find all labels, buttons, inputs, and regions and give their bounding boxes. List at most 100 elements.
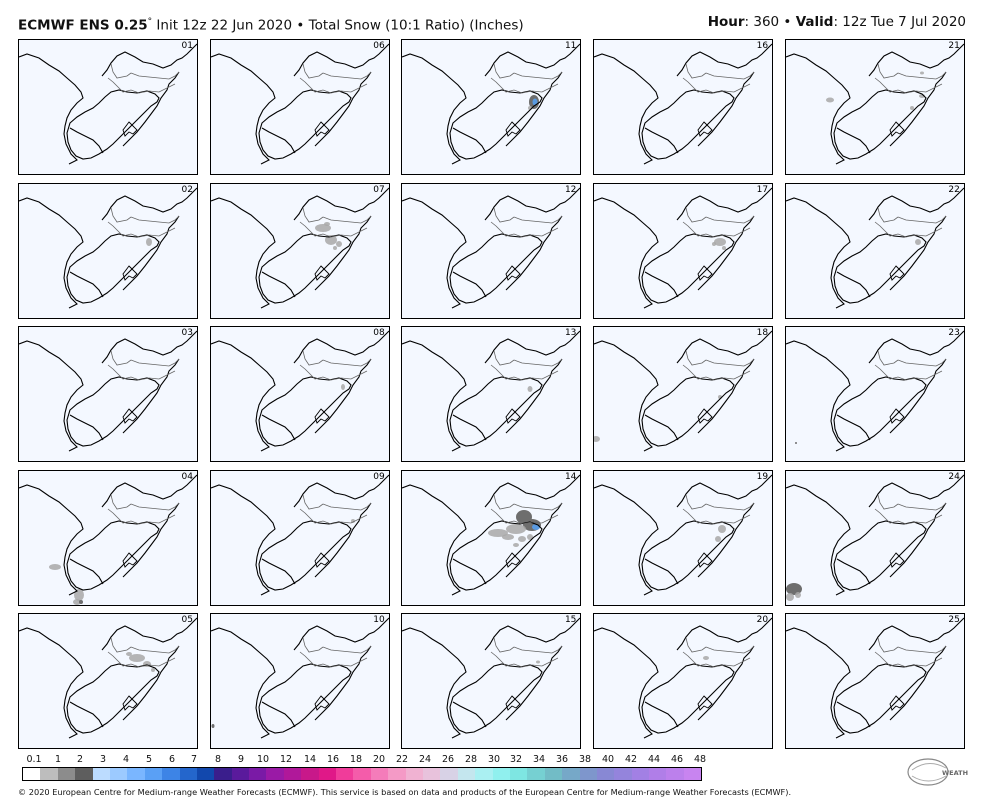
colorbar-label: 20 [372,754,386,765]
state-border [705,645,755,654]
coastline [402,483,468,595]
member-number: 06 [373,41,385,51]
member-number: 11 [564,41,577,51]
atlantic-coastline [506,645,563,721]
coastline [210,483,276,595]
snow-area [594,436,601,442]
uruguay-border [69,271,104,297]
snow-area [715,535,722,542]
state-border [514,502,563,510]
colorbar-swatch [614,768,632,780]
state-border [107,221,176,237]
state-border [110,207,132,222]
ensemble-member-panel: 23 [784,326,965,462]
coastline [210,340,276,452]
ensemble-member-panel: 08 [209,326,390,462]
snow-area [794,591,801,598]
colorbar-label: 46 [670,754,684,765]
uruguay-border [261,558,296,584]
panel-map [594,187,773,308]
ensemble-member-panel: 05 [18,613,198,749]
state-border [130,645,180,654]
colorbar-swatch [527,768,545,780]
colorbar-swatch [666,768,684,780]
border-line [868,617,964,651]
ensemble-member-panel: 21 [784,39,965,175]
uruguay-border [69,701,104,728]
rio-grande-do-sul-outline [449,232,544,304]
atlantic-coastline [314,645,372,721]
uruguay-border [453,701,487,728]
member-number: 16 [756,41,769,51]
colorbar-swatch [266,768,284,780]
coastline [594,483,659,595]
state-border [322,358,371,367]
colorbar-label: 5 [145,754,153,765]
border-line [868,474,964,507]
state-border [877,63,899,79]
colorbar-label: 1 [54,754,62,765]
colorbar-swatch [422,768,441,780]
snow-area [513,542,520,547]
state-border [705,71,755,80]
state-border [897,645,947,654]
colorbar-swatch [683,768,702,780]
atlantic-coastline [697,645,755,721]
member-number: 02 [181,184,193,195]
uruguay-border [644,271,679,297]
coastline [785,483,851,595]
state-border [682,364,751,381]
weatherbell-logo: WEATHERBELL [906,756,984,788]
coastline [594,196,659,308]
snow-area [518,535,527,542]
coastline [19,483,84,595]
colorbar-swatch [562,768,580,780]
colorbar-labels: 0.1 1 2 3 4 5 6 7 8 9 10 12 14 16 18 20 22 24 26 28 30 32 34 36… [22,754,706,766]
state-border [494,494,515,509]
border-line [293,474,389,507]
colorbar-label: 42 [624,754,638,765]
state-border [107,364,176,381]
colorbar-label: 36 [555,754,569,765]
rio-grande-do-sul-outline [641,519,735,591]
colorbar-label: 12 [279,754,293,765]
state-border [682,77,751,94]
border-line [484,474,581,507]
lagoon-outline [889,121,905,137]
snow-area [151,668,155,672]
state-border [897,215,947,223]
state-border [494,63,515,79]
lagoon-outline [122,121,138,137]
state-border [491,77,559,94]
state-border [130,502,180,510]
colorbar-label: 10 [256,754,270,765]
colorbar-swatch [579,768,597,780]
rio-grande-do-sul-outline [449,519,544,591]
state-border [874,364,942,381]
colorbar-swatch [336,768,354,780]
coastline [402,627,468,739]
colorbar-swatch [649,768,667,780]
state-border [110,494,132,509]
uruguay-border [453,558,487,584]
atlantic-coastline [506,71,563,147]
ensemble-member-panel: 02 [18,182,198,319]
ensemble-member-panel: 19 [593,469,774,606]
snow-area [488,528,509,537]
colorbar-label: 14 [303,754,317,765]
state-border [682,508,751,524]
atlantic-coastline [314,502,372,577]
state-border [685,637,707,653]
rio-grande-do-sul-outline [66,89,160,160]
colorbar-label: 44 [647,754,661,765]
member-number: 01 [181,41,193,51]
border-line [868,187,964,220]
state-border [897,71,947,80]
state-border [322,645,371,654]
snow-area [502,533,515,540]
uruguay-border [836,271,871,297]
state-border [299,651,367,668]
atlantic-coastline [122,358,180,434]
rio-grande-do-sul-outline [449,663,544,734]
lagoon-outline [505,695,522,711]
